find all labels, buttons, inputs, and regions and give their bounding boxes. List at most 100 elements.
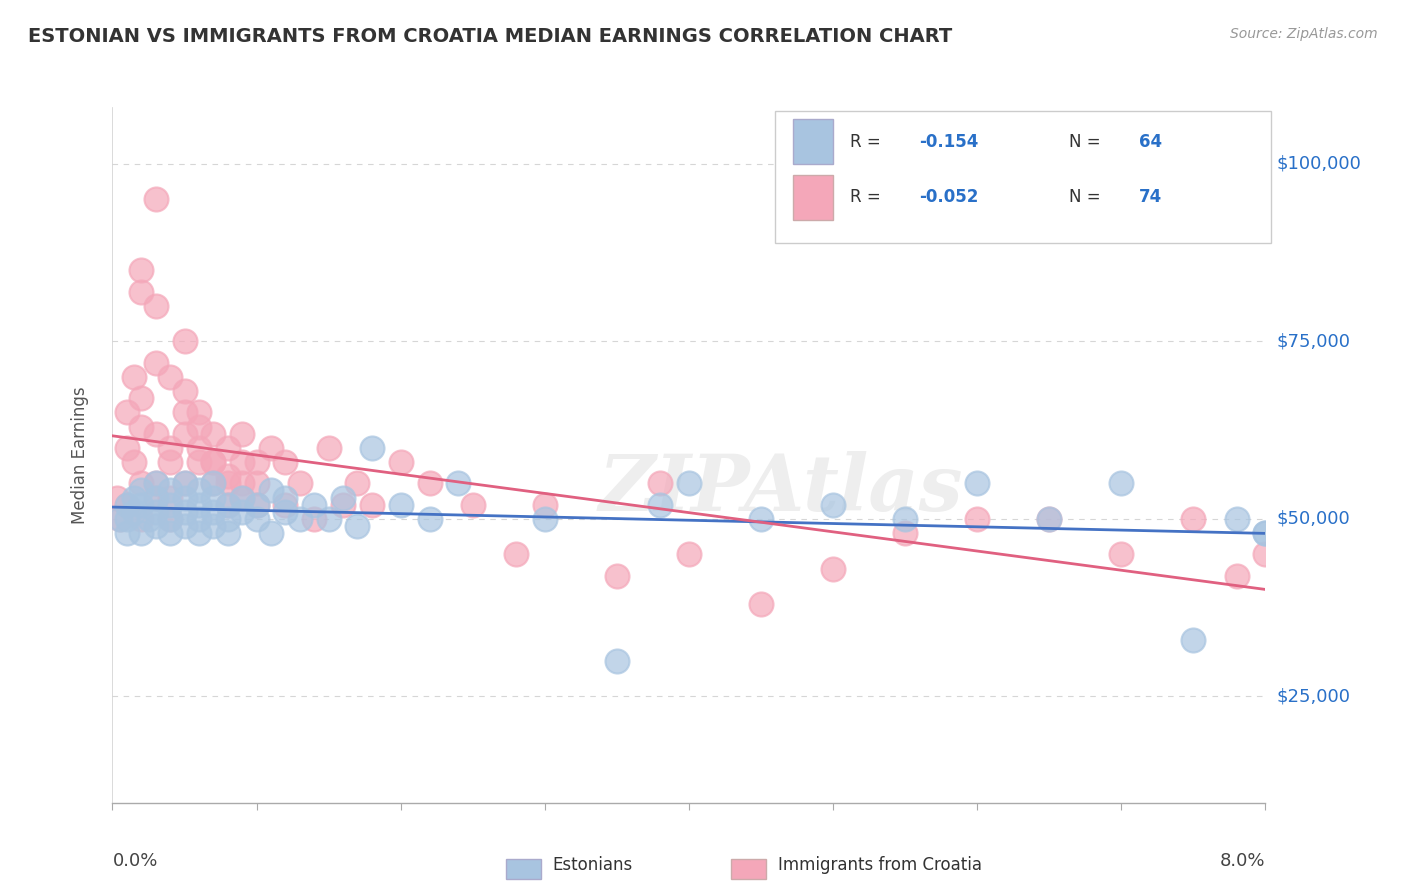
Point [173,519,195,533]
FancyBboxPatch shape [793,175,832,220]
FancyBboxPatch shape [793,120,832,164]
Point [173,476,195,491]
Text: 74: 74 [1139,188,1161,206]
Point [533,512,555,526]
Text: $100,000: $100,000 [1277,155,1361,173]
Point [145,519,167,533]
Point [1038,512,1060,526]
Point [145,426,167,441]
Point [274,491,297,505]
Point [821,561,844,575]
Point [188,405,211,419]
Point [260,526,283,541]
Text: Immigrants from Croatia: Immigrants from Croatia [778,856,981,874]
Point [202,426,225,441]
Point [202,519,225,533]
Point [159,369,181,384]
Point [173,405,195,419]
Point [332,491,354,505]
FancyBboxPatch shape [776,111,1271,243]
Point [318,441,340,455]
Point [145,491,167,505]
Point [122,455,145,469]
Point [159,498,181,512]
Point [245,498,267,512]
Point [1254,526,1277,541]
Text: N =: N = [1070,188,1107,206]
Point [231,426,253,441]
Point [304,498,326,512]
Point [1254,547,1277,561]
Point [533,498,555,512]
Point [145,505,167,519]
Point [217,441,239,455]
Point [145,356,167,370]
Point [419,512,441,526]
Point [1038,512,1060,526]
Point [1225,568,1247,582]
Point [105,491,128,505]
Point [202,476,225,491]
Point [202,491,225,505]
Point [217,526,239,541]
Point [173,505,195,519]
Point [129,263,153,277]
Point [159,483,181,498]
Point [115,441,138,455]
Point [188,483,211,498]
Point [188,498,211,512]
Point [129,498,153,512]
Point [260,441,283,455]
Point [288,476,311,491]
Text: -0.154: -0.154 [920,133,979,151]
Point [115,526,138,541]
Point [108,512,131,526]
Point [966,476,988,491]
Point [138,512,160,526]
Point [1111,476,1133,491]
Point [461,498,484,512]
Point [231,491,253,505]
Point [231,491,253,505]
Point [966,512,988,526]
Text: R =: R = [851,133,886,151]
Point [173,426,195,441]
Point [173,334,195,349]
Point [648,476,672,491]
Point [129,419,153,434]
Point [159,526,181,541]
Point [749,597,772,611]
Text: N =: N = [1070,133,1107,151]
Text: $75,000: $75,000 [1277,333,1351,351]
Point [606,654,628,668]
Point [202,476,225,491]
Point [188,526,211,541]
Point [274,505,297,519]
Point [202,455,225,469]
Point [360,498,382,512]
Point [159,455,181,469]
Text: 8.0%: 8.0% [1220,852,1265,870]
Text: Estonians: Estonians [553,856,633,874]
Point [894,512,917,526]
Point [159,512,181,526]
Point [173,491,195,505]
Text: R =: R = [851,188,886,206]
Point [1225,512,1247,526]
Point [122,491,145,505]
Text: ESTONIAN VS IMMIGRANTS FROM CROATIA MEDIAN EARNINGS CORRELATION CHART: ESTONIAN VS IMMIGRANTS FROM CROATIA MEDI… [28,27,952,45]
Point [115,512,138,526]
Text: $25,000: $25,000 [1277,688,1351,706]
Point [188,419,211,434]
Y-axis label: Median Earnings: Median Earnings [70,386,89,524]
Point [304,512,326,526]
Point [188,512,211,526]
Text: 64: 64 [1139,133,1161,151]
Point [145,476,167,491]
Point [821,498,844,512]
Point [129,512,153,526]
Point [894,526,917,541]
Point [288,512,311,526]
Point [274,455,297,469]
Point [606,568,628,582]
